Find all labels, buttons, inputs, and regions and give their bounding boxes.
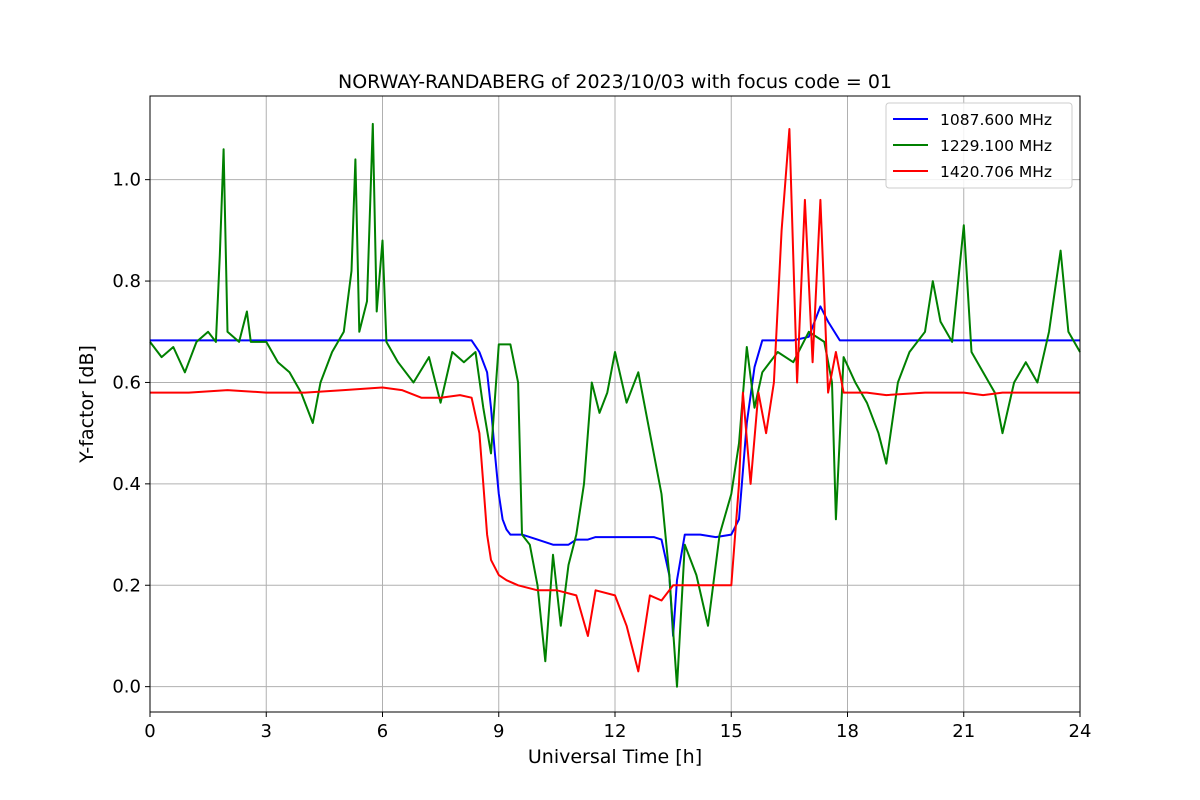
x-tick-label: 24 <box>1069 721 1092 742</box>
ticks: 0 3 6 9 12 15 18 21 24 0.0 0.2 0.4 0.6 0.8 1.0 <box>112 170 1091 742</box>
series-layer <box>149 122 1081 688</box>
x-tick-label: 12 <box>604 721 627 742</box>
legend-label: 1420.706 MHz <box>940 163 1052 181</box>
y-axis-label: Y-factor [dB] <box>76 345 98 464</box>
x-tick-label: 6 <box>377 721 388 742</box>
x-tick-label: 21 <box>952 721 975 742</box>
x-tick-label: 9 <box>493 721 504 742</box>
legend: 1087.600 MHz 1229.100 MHz 1420.706 MHz <box>885 102 1073 189</box>
y-tick-label: 0.0 <box>112 677 141 698</box>
y-tick-label: 0.8 <box>112 271 141 292</box>
series-line-1 <box>150 305 1080 637</box>
y-tick-label: 1.0 <box>112 170 141 191</box>
x-tick-label: 3 <box>261 721 272 742</box>
legend-label: 1229.100 MHz <box>940 137 1052 155</box>
y-tick-label: 0.6 <box>112 372 141 393</box>
x-axis-label: Universal Time [h] <box>528 746 702 768</box>
x-tick-label: 15 <box>720 721 743 742</box>
x-tick-label: 0 <box>144 721 155 742</box>
series-line-2 <box>149 122 1081 688</box>
x-tick-label: 18 <box>836 721 859 742</box>
chart-title: NORWAY-RANDABERG of 2023/10/03 with focu… <box>338 71 892 93</box>
series-line-3 <box>150 128 1080 673</box>
y-tick-label: 0.4 <box>112 474 141 495</box>
legend-box <box>885 102 1073 189</box>
legend-label: 1087.600 MHz <box>940 111 1052 129</box>
y-tick-label: 0.2 <box>112 575 141 596</box>
